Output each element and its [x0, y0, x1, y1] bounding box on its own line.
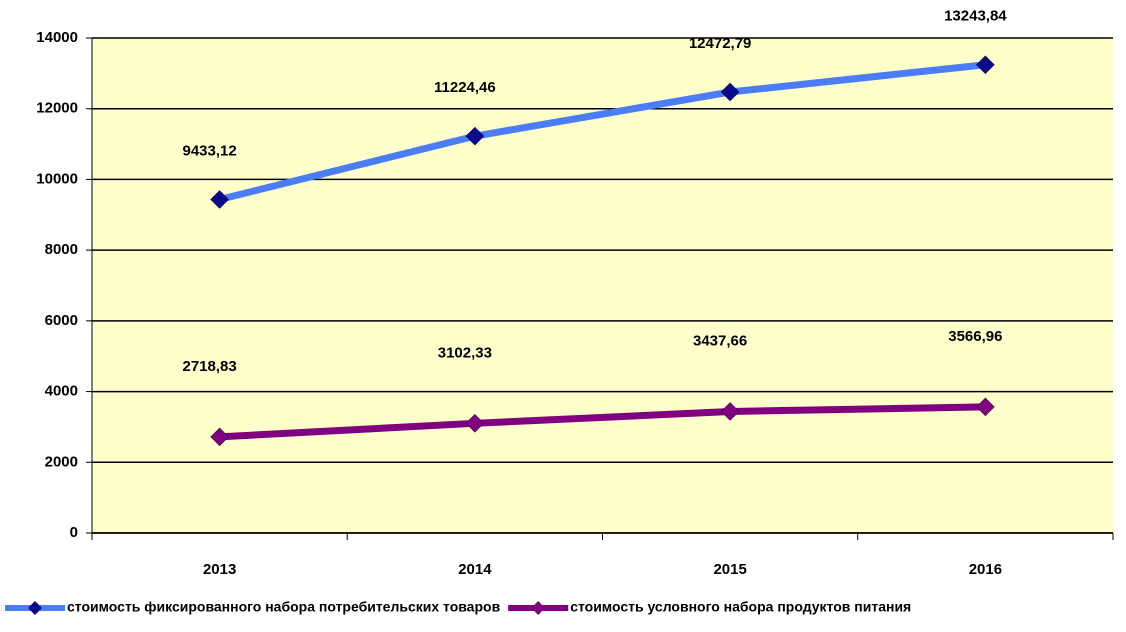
marker: [976, 55, 995, 75]
y-tick-label: 8000: [45, 241, 78, 258]
y-tick-label: 4000: [45, 383, 78, 400]
marker: [210, 427, 229, 447]
x-tick-label: 2016: [969, 561, 1002, 578]
legend-marker: [531, 601, 546, 615]
series-line: [218, 61, 986, 203]
data-label: 11224,46: [434, 79, 496, 96]
legend-text: стоимость условного набора продуктов пит…: [570, 599, 911, 615]
legend-marker: [28, 601, 42, 615]
marker: [976, 397, 995, 417]
y-tick-label: 2000: [45, 453, 78, 470]
data-label: 3437,66: [693, 332, 747, 349]
x-tick-label: 2015: [713, 561, 746, 578]
data-label: 9433,12: [183, 142, 237, 159]
marker: [465, 126, 485, 146]
data-label: 13243,84: [944, 8, 1007, 25]
y-tick-label: 6000: [45, 312, 78, 329]
y-tick-label: 10000: [36, 170, 78, 187]
data-label: 12472,79: [689, 35, 752, 52]
x-tick-label: 2013: [203, 561, 236, 578]
y-tick-label: 12000: [36, 100, 78, 117]
plot-area: [92, 38, 1113, 533]
series-line: [219, 403, 986, 441]
y-tick-label: 0: [70, 524, 78, 541]
legend-text: стоимость фиксированного набора потребит…: [67, 599, 501, 615]
data-label: 3102,33: [438, 344, 492, 361]
data-label: 2718,83: [183, 358, 237, 375]
data-label: 3566,96: [948, 328, 1002, 345]
marker: [720, 402, 740, 421]
y-tick-label: 14000: [36, 29, 78, 46]
marker: [465, 413, 485, 433]
marker: [210, 190, 229, 209]
x-tick-label: 2014: [458, 561, 492, 578]
marker: [720, 82, 740, 102]
